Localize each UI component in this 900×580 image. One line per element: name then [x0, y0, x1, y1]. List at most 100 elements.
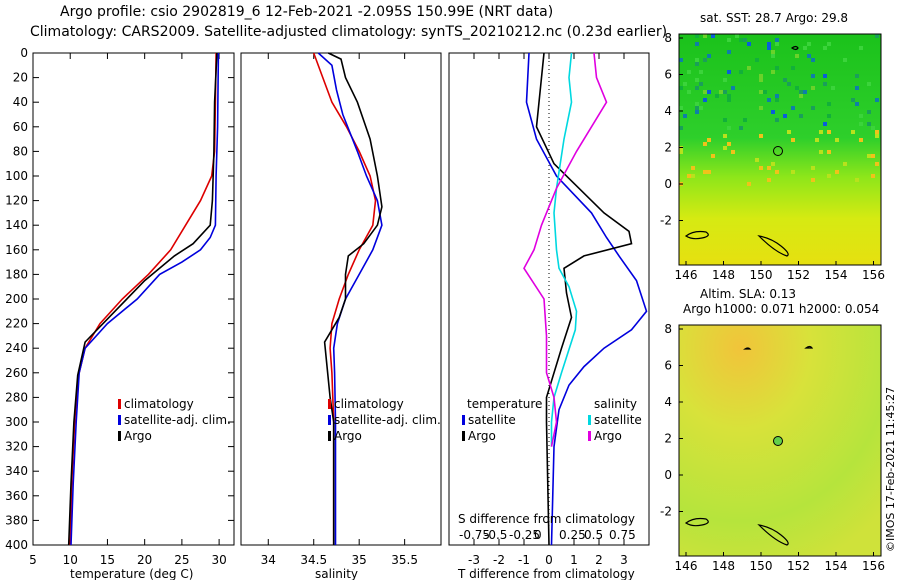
sst-pixel	[703, 34, 707, 38]
legend-swatch-s-satellite	[588, 415, 591, 425]
depth-tick-label: 0	[20, 46, 28, 60]
x-tick-label: 0	[545, 553, 553, 567]
depth-tick-label: 120	[5, 194, 28, 208]
sst-pixel	[799, 90, 803, 94]
sst-pixel	[823, 82, 827, 86]
sst-pixel	[843, 162, 847, 166]
sst-pixel	[707, 54, 711, 58]
sst-pixel	[775, 66, 779, 70]
sst-pixel	[767, 166, 771, 170]
depth-tick-label: 80	[13, 144, 28, 158]
depth-tick-label: 240	[5, 341, 28, 355]
sst-pixel	[747, 182, 751, 186]
sst-pixel	[759, 78, 763, 82]
sst-pixel	[679, 58, 683, 62]
sst-pixel	[719, 90, 723, 94]
sst-pixel	[695, 110, 699, 114]
sst-pixel	[683, 82, 687, 86]
sst-pixel	[711, 34, 715, 38]
sst-map-frame	[678, 33, 882, 266]
x-tick-label: 15	[100, 553, 115, 567]
series-line-temperature-satellite	[525, 52, 648, 546]
s-tick-label: 0.5	[584, 528, 603, 542]
sst-pixel	[759, 134, 763, 138]
sst-pixel	[759, 90, 763, 94]
sst-pixel	[859, 114, 863, 118]
x-tick-label: 20	[137, 553, 152, 567]
legend-swatch-s-argo	[588, 431, 591, 441]
sst-pixel	[811, 86, 815, 90]
lon-tick-label: 148	[712, 268, 735, 282]
sst-pixel	[743, 38, 747, 42]
sst-pixel	[727, 94, 731, 98]
sst-pixel	[827, 174, 831, 178]
sst-pixel	[747, 42, 751, 46]
sst-pixel	[823, 74, 827, 78]
depth-tick-label: 140	[5, 218, 28, 232]
sst-pixel	[687, 90, 691, 94]
x-tick-label: 10	[63, 553, 78, 567]
lon-tick-label: 146	[675, 268, 698, 282]
sst-pixel	[695, 102, 699, 106]
salinity-series	[312, 52, 383, 545]
sst-pixel	[767, 98, 771, 102]
sst-pixel	[723, 146, 727, 150]
lat-tick-label: -2	[660, 214, 672, 228]
sst-pixel	[791, 170, 795, 174]
sst-pixel	[783, 78, 787, 82]
sst-pixel	[871, 154, 875, 158]
legend-title-salinity: salinity	[594, 397, 637, 411]
sst-pixel	[767, 42, 771, 46]
sst-pixel	[743, 118, 747, 122]
sst-argo-position-marker	[773, 146, 783, 156]
sst-pixel	[755, 58, 759, 62]
sst-pixel	[683, 114, 687, 118]
sst-pixel	[699, 106, 703, 110]
sst-pixel	[811, 58, 815, 62]
sst-pixel	[835, 170, 839, 174]
series-line-satellite-adj-clim-	[70, 52, 220, 546]
sst-pixel	[699, 70, 703, 74]
depth-tick-label: 340	[5, 464, 28, 478]
sst-pixel	[875, 134, 879, 138]
series-line-argo	[67, 52, 218, 546]
sst-pixel	[739, 126, 743, 130]
x-tick-label: 3	[620, 553, 628, 567]
x-tick-label: -1	[518, 553, 530, 567]
depth-axis-ticks: 0 20 40 60 80 100 120 140 160 180 200 220 240 260 280 3…	[5, 46, 649, 552]
legend-label-s-argo: Argo	[594, 429, 622, 443]
x-tick-label: 30	[211, 553, 226, 567]
sst-pixel	[771, 70, 775, 74]
sst-pixel	[759, 74, 763, 78]
legend-label-climatology: climatology	[124, 397, 194, 411]
difference-plot-frame	[448, 52, 650, 546]
sst-pixel	[723, 118, 727, 122]
sst-pixel	[775, 42, 779, 46]
legend-swatch-climatology	[118, 399, 121, 409]
sst-pixel	[867, 110, 871, 114]
lon-tick-label: 154	[825, 268, 848, 282]
lon-tick-label: 148	[712, 559, 735, 573]
x-tick-label: 35.5	[391, 553, 418, 567]
sst-pixel	[811, 106, 815, 110]
depth-tick-label: 300	[5, 415, 28, 429]
sst-pixel	[823, 122, 827, 126]
salinity-difference-title: S difference from climatology	[458, 512, 635, 526]
sst-pixel	[699, 82, 703, 86]
depth-tick-label: 220	[5, 317, 28, 331]
sst-pixel	[855, 86, 859, 90]
lon-tick-label: 152	[787, 268, 810, 282]
sst-pixel	[703, 170, 707, 174]
lon-tick-label: 146	[675, 559, 698, 573]
sst-pixel	[827, 150, 831, 154]
s-tick-label: -0.25	[509, 528, 540, 542]
sst-pixel	[855, 102, 859, 106]
legend-label-satellite: satellite-adj. clim.	[124, 413, 231, 427]
lon-tick-label: 152	[787, 559, 810, 573]
sst-pixel	[871, 126, 875, 130]
legend-swatch-satellite	[328, 415, 331, 425]
lon-tick-label: 156	[862, 559, 885, 573]
s-tick-label: 0.75	[609, 528, 636, 542]
sst-pixel	[759, 166, 763, 170]
